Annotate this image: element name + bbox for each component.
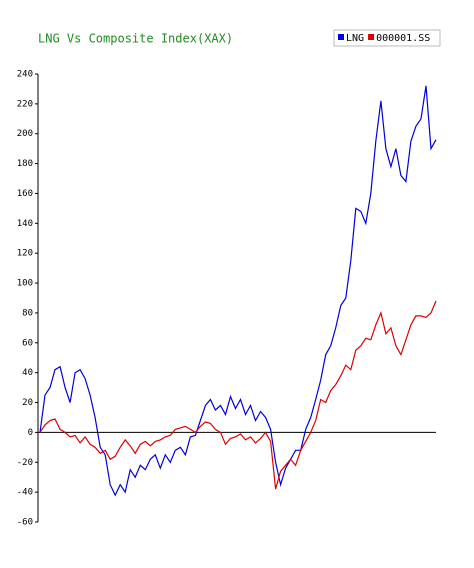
y-tick-label: 160: [17, 189, 33, 199]
y-tick-label: 240: [17, 70, 33, 80]
y-tick-label: 80: [22, 308, 33, 318]
y-tick-label: 100: [17, 279, 33, 289]
y-tick-label: 60: [22, 338, 33, 348]
legend-swatch: [338, 34, 344, 40]
y-tick-label: 140: [17, 219, 33, 229]
y-tick-label: 40: [22, 368, 33, 378]
chart-title: LNG Vs Composite Index(XAX): [38, 32, 233, 46]
legend-label: LNG: [346, 33, 364, 44]
y-tick-label: 20: [22, 398, 33, 408]
legend-swatch: [368, 34, 375, 40]
legend-box: [333, 29, 441, 47]
y-tick-label: -20: [17, 458, 33, 468]
series-line: [39, 85, 437, 497]
y-tick-label: 0: [28, 428, 33, 438]
y-tick-label: 200: [17, 129, 33, 139]
y-tick-label: -60: [17, 518, 33, 528]
series-line: [39, 300, 437, 490]
y-tick-label: 220: [17, 99, 33, 109]
y-tick-label: 120: [17, 249, 33, 259]
y-tick-label: 180: [17, 159, 33, 169]
y-tick-label: -40: [17, 488, 33, 498]
legend-label: 000001.SS: [376, 33, 430, 44]
